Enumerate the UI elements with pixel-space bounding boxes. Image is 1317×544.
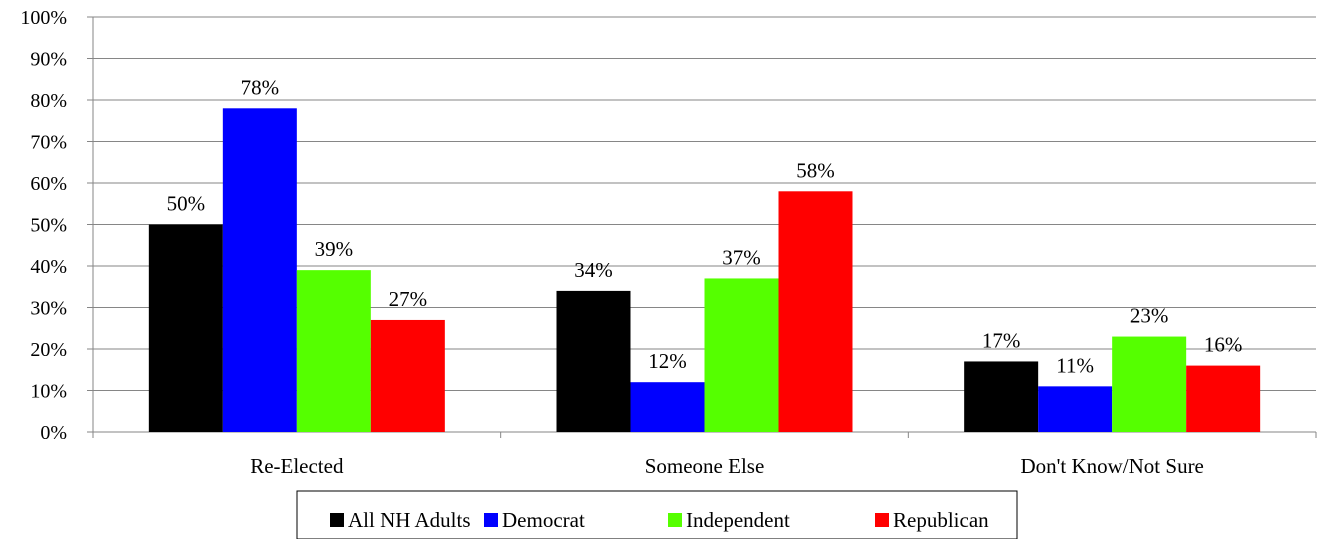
data-label: 50% (167, 192, 206, 216)
data-label: 34% (574, 258, 613, 282)
bar-democrat (222, 108, 297, 433)
y-tick-label: 50% (30, 215, 67, 237)
legend-label-all-nh-adults: All NH Adults (348, 508, 471, 532)
legend-swatch-all-nh-adults (330, 513, 344, 527)
legend-swatch-democrat (484, 513, 498, 527)
data-label: 58% (796, 158, 835, 182)
legend-label-republican: Republican (893, 508, 989, 532)
data-label: 17% (982, 328, 1021, 352)
bar-independent (296, 270, 371, 432)
legend-label-independent: Independent (686, 508, 790, 532)
legend-swatch-independent (668, 513, 682, 527)
data-label: 27% (389, 287, 428, 311)
bar-democrat (1038, 386, 1113, 432)
data-label: 78% (241, 75, 280, 99)
y-tick-label: 80% (30, 90, 67, 112)
legend-label-democrat: Democrat (502, 508, 585, 532)
x-category-label: Someone Else (645, 454, 765, 478)
data-label: 16% (1204, 333, 1243, 357)
y-tick-label: 0% (40, 422, 67, 444)
bar-republican (370, 319, 445, 432)
y-tick-label: 90% (30, 49, 67, 71)
y-tick-label: 100% (20, 7, 67, 29)
bars (148, 108, 1261, 433)
bar-all-nh-adults (556, 290, 631, 432)
legend-box (296, 490, 1018, 540)
y-tick-label: 40% (30, 256, 67, 278)
y-tick-label: 70% (30, 132, 67, 154)
bar-republican (778, 191, 853, 432)
x-category-label: Re-Elected (250, 454, 344, 478)
data-label: 12% (648, 349, 687, 373)
bar-independent (1112, 336, 1187, 432)
legend: All NH Adults Democrat Independent Republic… (296, 490, 1018, 540)
y-tick-label: 20% (30, 339, 67, 361)
data-label: 11% (1056, 353, 1094, 377)
y-tick-label: 60% (30, 173, 67, 195)
bar-democrat (630, 382, 705, 432)
bar-independent (704, 278, 779, 432)
x-category-label: Don't Know/Not Sure (1020, 454, 1203, 478)
y-tick-label: 30% (30, 298, 67, 320)
data-label: 23% (1130, 304, 1169, 328)
bar-republican (1186, 365, 1261, 432)
legend-swatch-republican (875, 513, 889, 527)
bar-all-nh-adults (964, 361, 1039, 432)
y-tick-label: 10% (30, 381, 67, 403)
bar-all-nh-adults (148, 224, 223, 432)
data-label: 39% (315, 237, 354, 261)
data-labels: 50% 78% 39% 27% 34% 12% 37% 58% 17% 11% 23% 16% (167, 75, 1243, 377)
data-label: 37% (722, 245, 761, 269)
